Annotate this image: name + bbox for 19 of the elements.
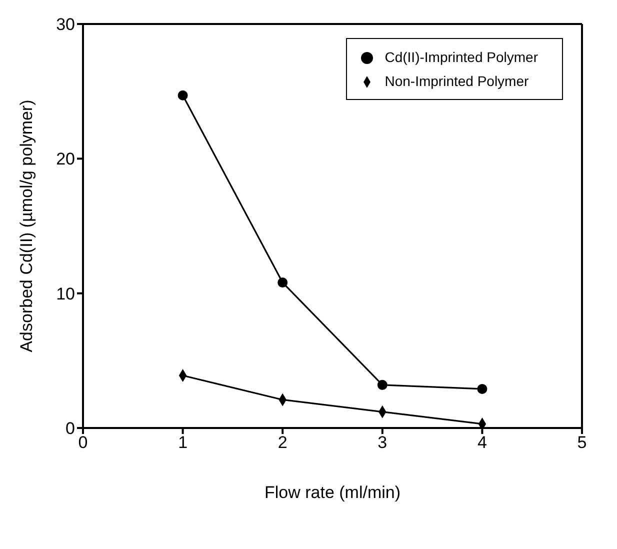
x-tick-label: 2: [278, 433, 288, 452]
x-tick-label: 3: [378, 433, 388, 452]
point: [477, 384, 488, 394]
y-tick-label: 0: [66, 419, 75, 438]
y-axis-title: Adsorbed Cd(II) (µmol/g polymer): [17, 100, 36, 352]
x-tick-label: 4: [477, 433, 487, 452]
x-tick-label: 1: [178, 433, 188, 452]
point: [178, 90, 188, 100]
y-tick-label: 10: [56, 284, 75, 304]
point: [478, 418, 486, 428]
point: [377, 380, 388, 390]
legend-label: Non-Imprinted Polymer: [384, 73, 529, 89]
x-tick-label: 5: [577, 433, 587, 452]
x-tick-label: 0: [78, 433, 88, 452]
legend-label: Cd(II)-Imprinted Polymer: [384, 49, 538, 65]
y-tick-label: 30: [56, 15, 75, 34]
point: [278, 278, 288, 288]
y-tick-label: 20: [56, 150, 75, 169]
x-axis-title: Flow rate (ml/min): [264, 483, 401, 502]
